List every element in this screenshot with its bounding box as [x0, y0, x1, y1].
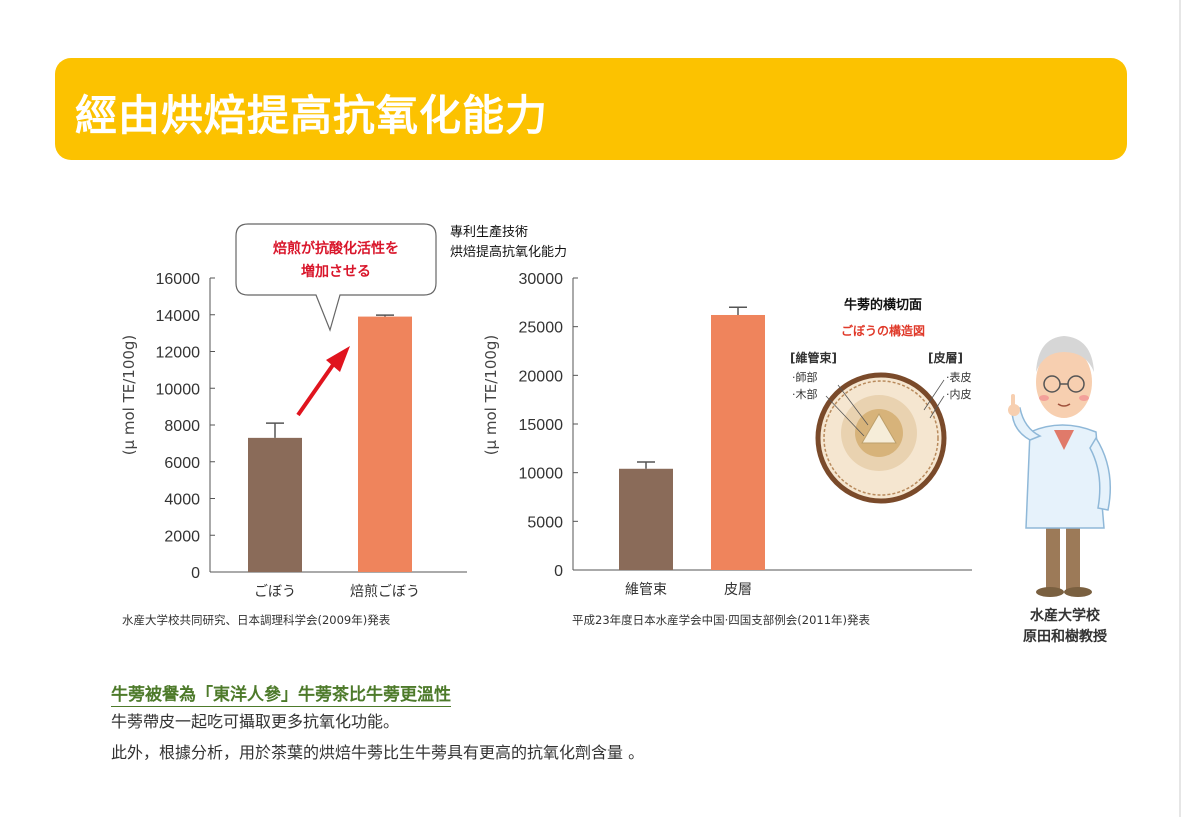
- chart2-y-tick-label: 30000: [519, 271, 564, 288]
- chart2-category-label: 維管束: [625, 582, 667, 598]
- chart1-y-tick-label: 4000: [164, 492, 200, 509]
- diagram-left-head: [維管束]: [790, 350, 837, 365]
- chart1-category-label: ごぼう: [254, 584, 296, 600]
- diagram-left-item-2: ·木部: [792, 387, 818, 401]
- chart2-y-tick-label: 10000: [519, 466, 564, 483]
- chart1-category-label: 焙煎ごぼう: [350, 584, 420, 600]
- bottom-text-line2: 此外，根據分析，用於茶葉的烘焙牛蒡比生牛蒡具有更高的抗氧化劑含量 。: [111, 743, 645, 762]
- bottom-text-line1: 牛蒡帶皮一起吃可攝取更多抗氧化功能。: [111, 712, 400, 731]
- increase-arrow-icon: [296, 346, 350, 417]
- chart2-y-tick-label: 5000: [527, 514, 563, 531]
- chart2-source: 平成23年度日本水産学会中国·四国支部例会(2011年)発表: [572, 613, 871, 627]
- professor-caption: 水産大学校 原田和樹教授: [995, 606, 1135, 648]
- annotation-line1: 焙煎が抗酸化活性を: [273, 240, 399, 257]
- chart2-heading-line1: 專利生產技術: [450, 224, 528, 240]
- chart2-y-tick-label: 25000: [519, 320, 564, 337]
- chart1-bar: [248, 437, 302, 572]
- chart1-y-tick-label: 6000: [164, 455, 200, 472]
- chart2-bar: [711, 314, 765, 570]
- page-title: 經由烘焙提高抗氧化能力: [75, 91, 549, 140]
- chart2-heading-line2: 烘焙提高抗氧化能力: [450, 244, 567, 260]
- chart1-y-tick-label: 12000: [156, 345, 201, 362]
- bottom-heading: 牛蒡被譽為「東洋人參」牛蒡茶比牛蒡更溫性: [111, 680, 451, 707]
- burdock-cross-section-diagram: 牛蒡的横切面 ごぼうの構造図 [維管束] ·師部 ·木部 [皮層] ·表皮 ·内…: [790, 297, 972, 504]
- title-banner: 經由烘焙提高抗氧化能力: [55, 58, 1127, 160]
- diagram-right-item-1: ·表皮: [946, 370, 972, 384]
- chart1-y-tick-label: 2000: [164, 528, 200, 545]
- chart1-y-tick-label: 10000: [156, 381, 201, 398]
- diagram-title: 牛蒡的横切面: [844, 297, 922, 313]
- diagram-right-item-2: ·内皮: [946, 387, 972, 401]
- chart1-source: 水産大学校共同研究、日本調理科学会(2009年)発表: [122, 613, 391, 627]
- professor-name: 原田和樹教授: [1023, 629, 1107, 645]
- chart2-category-label: 皮層: [724, 582, 752, 598]
- annotation-line2: 増加させる: [301, 263, 371, 280]
- chart2-y-tick-label: 15000: [519, 417, 564, 434]
- chart1-y-tick-label: 0: [191, 565, 200, 582]
- diagram-right-head: [皮層]: [928, 350, 963, 365]
- annotation-bubble: [235, 223, 437, 332]
- diagram-left-item-1: ·師部: [792, 370, 818, 384]
- chart1: (μ mol TE/100g) 0 2000 4000 6000 8000 10000 12…: [120, 223, 467, 627]
- diagram-subtitle: ごぼうの構造図: [841, 323, 925, 338]
- chart2: 專利生產技術 烘焙提高抗氧化能力 (μ mol TE/100g) 0 5000 10…: [450, 224, 972, 627]
- right-edge-rule: [1179, 0, 1181, 817]
- professor-illustration: [1008, 336, 1111, 597]
- chart1-y-tick-label: 16000: [156, 271, 201, 288]
- chart1-y-axis-label: (μ mol TE/100g): [120, 335, 138, 456]
- professor-school: 水産大学校: [1030, 608, 1100, 624]
- chart2-y-axis-label: (μ mol TE/100g): [482, 335, 500, 456]
- chart1-bar: [358, 316, 412, 572]
- chart2-y-tick-label: 0: [554, 563, 563, 580]
- chart1-y-tick-label: 14000: [156, 308, 201, 325]
- chart2-y-tick-label: 20000: [519, 368, 564, 385]
- chart2-bar: [619, 468, 673, 570]
- chart1-y-tick-label: 8000: [164, 418, 200, 435]
